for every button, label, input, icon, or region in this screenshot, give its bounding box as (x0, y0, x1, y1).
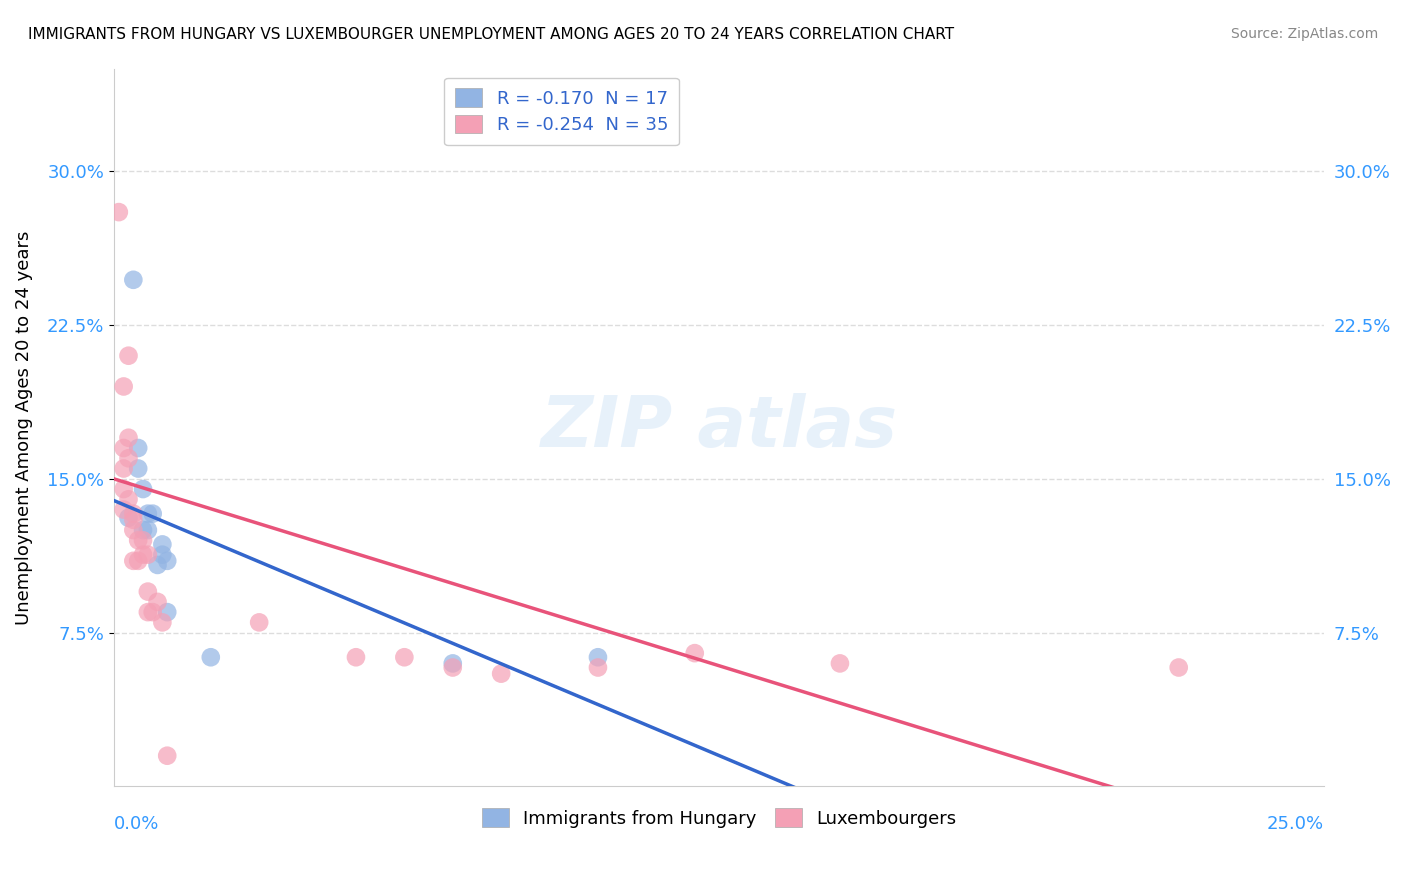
Point (828, 657, 851, 671)
Point (142, 507, 165, 521)
Point (127, 461, 149, 475)
Point (122, 554, 145, 568)
Point (150, 548, 173, 562)
Point (441, 657, 464, 671)
Point (489, 666, 512, 681)
Point (146, 558, 169, 572)
Point (586, 660, 609, 674)
Point (108, 205, 131, 219)
Point (156, 554, 179, 568)
Point (150, 537, 173, 551)
Point (146, 595, 169, 609)
Point (132, 548, 155, 562)
Point (122, 273, 145, 287)
Text: IMMIGRANTS FROM HUNGARY VS LUXEMBOURGER UNEMPLOYMENT AMONG AGES 20 TO 24 YEARS C: IMMIGRANTS FROM HUNGARY VS LUXEMBOURGER … (28, 27, 955, 42)
Legend: Immigrants from Hungary, Luxembourgers: Immigrants from Hungary, Luxembourgers (474, 801, 963, 835)
Point (132, 482, 155, 496)
Text: 25.0%: 25.0% (1267, 815, 1324, 833)
Text: 0.0%: 0.0% (114, 815, 159, 833)
Point (112, 482, 135, 496)
Point (136, 523, 159, 537)
Point (586, 650, 609, 665)
Y-axis label: Unemployment Among Ages 20 to 24 years: Unemployment Among Ages 20 to 24 years (15, 230, 32, 624)
Point (117, 349, 139, 363)
Point (132, 533, 155, 548)
Point (112, 461, 135, 475)
Point (683, 646, 706, 660)
Point (117, 431, 139, 445)
Point (441, 660, 464, 674)
Point (127, 533, 149, 548)
Point (1167, 660, 1189, 674)
Point (117, 510, 139, 524)
Point (112, 379, 135, 393)
Point (200, 650, 222, 665)
Point (112, 502, 135, 516)
Point (112, 441, 135, 455)
Point (117, 451, 139, 466)
Text: Source: ZipAtlas.com: Source: ZipAtlas.com (1230, 27, 1378, 41)
Point (132, 523, 155, 537)
Text: ZIP atlas: ZIP atlas (540, 393, 897, 462)
Point (142, 605, 165, 619)
Point (394, 650, 416, 665)
Point (136, 584, 159, 599)
Point (127, 441, 149, 455)
Point (127, 554, 149, 568)
Point (122, 523, 145, 537)
Point (122, 513, 145, 527)
Point (117, 492, 139, 507)
Point (156, 605, 179, 619)
Point (344, 650, 367, 665)
Point (247, 615, 270, 630)
Point (136, 605, 159, 619)
Point (136, 507, 159, 521)
Point (136, 548, 159, 562)
Point (122, 507, 145, 521)
Point (150, 615, 173, 630)
Point (156, 748, 179, 763)
